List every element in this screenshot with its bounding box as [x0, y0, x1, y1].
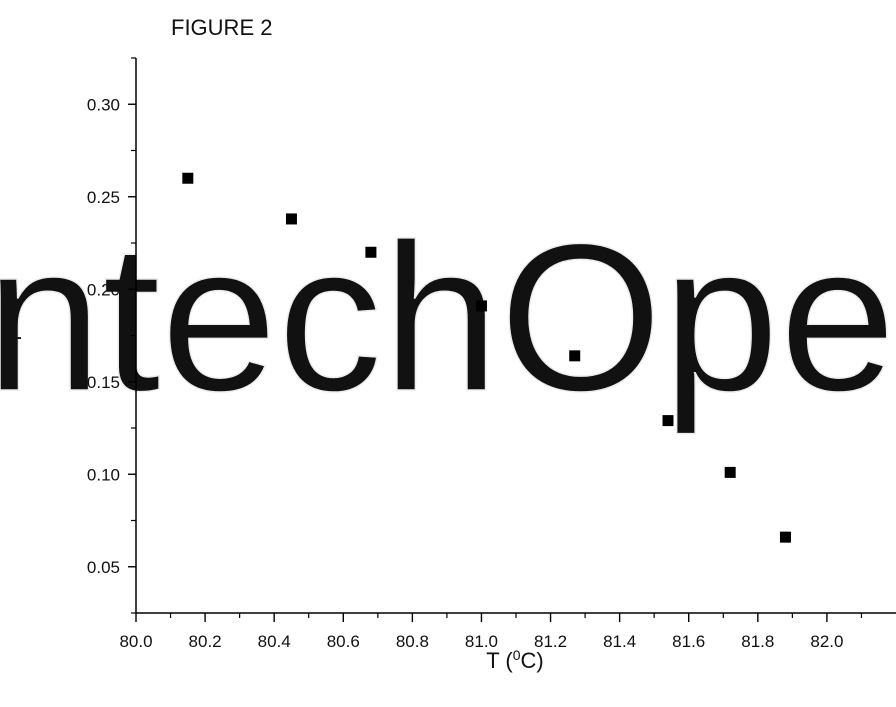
data-point — [662, 415, 674, 427]
data-point — [724, 466, 736, 478]
x-tick-label: 81.0 — [465, 632, 498, 651]
x-tick-label: 80.6 — [327, 632, 360, 651]
data-point — [475, 300, 487, 312]
y-tick-label: 0.20 — [87, 280, 120, 299]
x-tick-label: 81.8 — [741, 632, 774, 651]
x-tick-label: 80.8 — [396, 632, 429, 651]
y-tick-label: 0.25 — [87, 188, 120, 207]
y-tick-label: 0.05 — [87, 558, 120, 577]
x-tick-label: 82.0 — [810, 632, 843, 651]
data-point — [569, 350, 581, 362]
x-axis-label: T (0C) — [486, 647, 544, 673]
y-tick-label: 0.15 — [87, 373, 120, 392]
x-tick-label: 81.6 — [672, 632, 705, 651]
y-tick-label: 0.10 — [87, 465, 120, 484]
figure-title: FIGURE 2 — [171, 15, 273, 40]
watermark-text: IntechOpen — [0, 200, 896, 435]
data-point — [365, 246, 377, 258]
data-point — [779, 531, 791, 543]
y-axis-label: Ψ — [1, 329, 26, 347]
data-point — [182, 172, 194, 184]
data-point — [285, 213, 297, 225]
x-tick-label: 81.2 — [534, 632, 567, 651]
x-tick-label: 81.4 — [603, 632, 636, 651]
x-tick-label: 80.4 — [258, 632, 291, 651]
x-tick-label: 80.2 — [189, 632, 222, 651]
y-tick-label: 0.30 — [87, 95, 120, 114]
x-tick-label: 80.0 — [119, 632, 152, 651]
